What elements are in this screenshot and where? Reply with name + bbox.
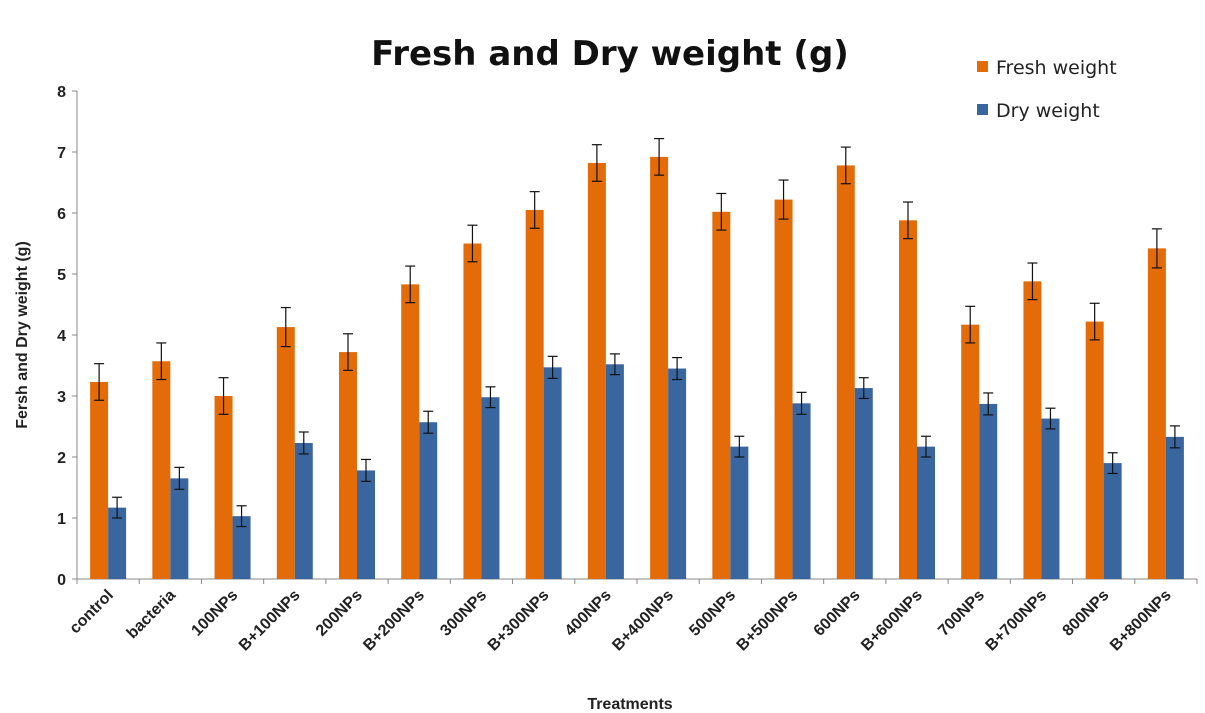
bar-dry-weight	[543, 367, 562, 579]
bar-fresh-weight	[587, 162, 606, 580]
y-tick-label: 3	[57, 389, 66, 406]
y-tick-label: 6	[57, 206, 66, 223]
y-tick-label: 0	[57, 572, 66, 589]
x-tick-label: 300NPs	[437, 587, 490, 640]
bar-fresh-weight	[774, 199, 793, 579]
bar-fresh-weight	[1147, 248, 1166, 579]
bar-fresh-weight	[899, 220, 917, 579]
bar-dry-weight	[170, 478, 189, 579]
bar-fresh-weight	[339, 352, 357, 579]
legend-swatch-fresh-weight	[977, 61, 988, 72]
x-tick-label: B+700NPs	[983, 587, 1051, 655]
bar-fresh-weight	[152, 361, 171, 579]
legend: Fresh weight Dry weight	[977, 57, 1117, 122]
x-tick-label: 100NPs	[188, 587, 241, 640]
bar-fresh-weight	[463, 243, 482, 579]
bar-dry-weight	[481, 397, 500, 579]
x-tick-label: B+200NPs	[360, 587, 428, 655]
legend-label-dry-weight: Dry weight	[996, 100, 1100, 122]
bar-fresh-weight	[401, 284, 420, 579]
x-tick-label: 700NPs	[935, 587, 988, 640]
bar-dry-weight	[1103, 463, 1122, 579]
y-tick-label: 2	[57, 450, 66, 467]
bar-dry-weight	[668, 368, 687, 579]
x-tick-label: B+400NPs	[609, 587, 677, 655]
bar-dry-weight	[917, 446, 935, 579]
x-tick-label: 400NPs	[562, 587, 615, 640]
bar-dry-weight	[108, 507, 127, 579]
bar-dry-weight	[1041, 418, 1060, 579]
x-tick-label: B+600NPs	[858, 587, 926, 655]
bar-dry-weight	[979, 403, 998, 579]
y-tick-label: 4	[57, 328, 66, 345]
y-tick-label: 1	[57, 511, 66, 528]
bar-fresh-weight	[961, 324, 980, 579]
bar-dry-weight	[232, 516, 251, 579]
bar-dry-weight	[605, 364, 624, 579]
bar-dry-weight	[419, 422, 438, 579]
y-axis-label: Fersh and Dry weight (g)	[14, 241, 31, 429]
x-tick-label: bacteria	[124, 587, 179, 642]
x-tick-label: B+300NPs	[485, 587, 553, 655]
bar-fresh-weight	[1085, 321, 1104, 579]
bar-dry-weight	[294, 442, 313, 579]
bar-fresh-weight	[1023, 281, 1042, 579]
x-axis-label: Treatments	[587, 696, 672, 713]
legend-label-fresh-weight: Fresh weight	[996, 57, 1117, 79]
bar-fresh-weight	[525, 209, 544, 579]
bar-fresh-weight	[276, 327, 295, 579]
bar-fresh-weight	[712, 211, 731, 579]
bar-dry-weight	[357, 470, 375, 579]
legend-swatch-dry-weight	[977, 104, 988, 115]
x-tick-label: 800NPs	[1060, 587, 1113, 640]
bar-fresh-weight	[836, 165, 855, 580]
y-tick-label: 8	[57, 84, 66, 101]
x-tick-label: B+800NPs	[1107, 587, 1175, 655]
bar-dry-weight	[854, 388, 873, 579]
bar-fresh-weight	[90, 381, 109, 579]
error-bars	[94, 137, 1180, 528]
bar-dry-weight	[792, 403, 811, 579]
bars	[90, 156, 1184, 580]
bar-dry-weight	[1165, 436, 1184, 579]
chart-title: Fresh and Dry weight (g)	[371, 34, 849, 74]
bar-dry-weight	[730, 446, 749, 579]
x-tick-label: control	[67, 587, 117, 637]
bar-fresh-weight	[650, 156, 669, 579]
x-tick-label: B+100NPs	[236, 587, 304, 655]
x-tick-label: B+500NPs	[734, 587, 802, 655]
bar-fresh-weight	[214, 396, 233, 579]
x-tick-label: 600NPs	[811, 587, 864, 640]
x-tick-label: 500NPs	[686, 587, 739, 640]
y-tick-label: 5	[57, 267, 66, 284]
x-tick-label: 200NPs	[313, 587, 366, 640]
y-axis: 0 1 2 3 4 5 6 7 8	[57, 84, 78, 589]
y-tick-label: 7	[57, 145, 66, 162]
